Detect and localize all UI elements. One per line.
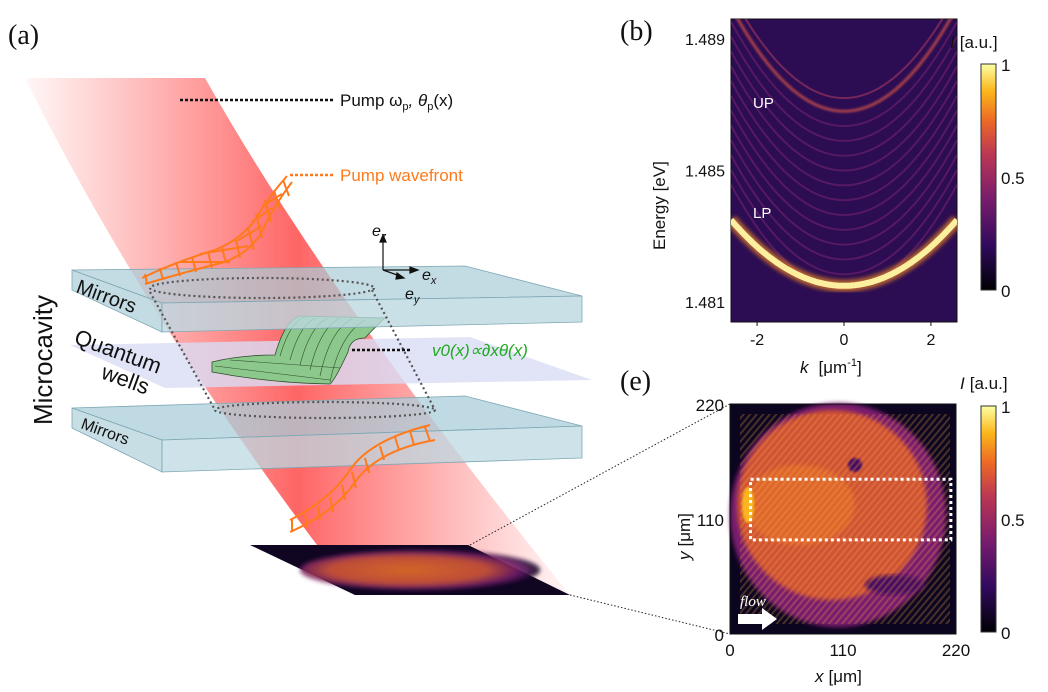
colorbar-tick-label-b: 0 — [1001, 282, 1010, 301]
faint-mode-curve — [731, 169, 957, 276]
pump-wavefront-mesh — [141, 175, 293, 285]
coordinate-axes — [379, 233, 420, 280]
faint-mode-curve — [731, 21, 957, 127]
colorbar-tick-label-b: 1 — [1001, 56, 1010, 75]
pump-spot-outline — [148, 276, 437, 420]
colorbar-label-e: I [a.u.] — [960, 374, 1008, 393]
faint-mode-curve — [731, 154, 957, 261]
x-tick-label-b: 0 — [840, 332, 849, 349]
up-annotation: UP — [753, 95, 774, 112]
colorbar-tick-label-e: 0.5 — [1001, 511, 1025, 530]
flow-arrow-icon — [738, 608, 777, 630]
lp-branch — [731, 217, 957, 289]
axis-ez-label: ez — [372, 223, 387, 243]
faint-mode-curve — [731, 95, 957, 202]
colorbar-e — [980, 405, 997, 633]
y-axis-label-e: y[μm] — [675, 513, 694, 561]
dispersion-curves — [731, 19, 957, 292]
colorbar-tick-label-e: 0 — [1001, 624, 1010, 643]
x-tick-label-e: 110 — [829, 641, 856, 660]
y-tick-label-b: 1.489 — [685, 32, 725, 49]
up-branch-secondary — [744, 19, 944, 99]
faint-mode-curve — [731, 36, 957, 142]
faint-mode-curve — [731, 50, 957, 157]
top-mirror-slab — [71, 265, 583, 333]
microcavity-label: Microcavity — [28, 295, 58, 425]
lp-annotation: LP — [753, 205, 771, 222]
y-tick-label-e: 110 — [697, 511, 724, 530]
panel-a-label: (a) — [8, 20, 39, 51]
colorbar-ticks-b: 10.50 — [1001, 56, 1025, 301]
density-axes: 0 110 220 220 110 0 — [696, 396, 971, 660]
x-axis-label-e: x [μm] — [814, 667, 862, 686]
faint-mode-curve — [731, 65, 957, 172]
dispersion-plot: -2 0 2 1.489 1.485 1.481 — [685, 18, 958, 349]
colorbar-label-b: I [a.u.] — [950, 33, 998, 52]
x-tick-label-b: 2 — [926, 332, 935, 349]
y-tick-label-b: 1.481 — [685, 295, 725, 312]
analysis-region-box — [749, 477, 953, 542]
colorbar-tick-label-b: 0.5 — [1001, 169, 1025, 188]
zoom-connector — [469, 403, 731, 635]
pump-wavefront-label: Pump wavefront — [340, 166, 463, 185]
pump-label: Pump ωp, θp(x) — [340, 91, 453, 113]
panel-b-label: (b) — [620, 16, 653, 47]
dispersion-plot-area — [730, 18, 958, 323]
faint-mode-curve — [731, 124, 957, 231]
bottom-mirror-slab — [71, 395, 583, 473]
bottom-intensity-sheet — [250, 545, 570, 595]
faint-mode-curve — [731, 110, 957, 217]
colorbar-ticks-e: 10.50 — [1001, 398, 1025, 643]
y-tick-label-e: 0 — [715, 626, 724, 645]
x-tick-label-e: 220 — [942, 641, 970, 660]
colorbar-tick-label-e: 1 — [1001, 398, 1010, 417]
axis-ex-label: ex — [422, 267, 437, 287]
y-tick-label-e: 220 — [696, 396, 724, 415]
flow-label: flow — [740, 594, 766, 610]
density-map — [730, 403, 956, 634]
x-tick-label-e: 0 — [725, 641, 734, 660]
x-axis-label-b: k [μm-1] — [800, 357, 862, 377]
lower-wavefront-mesh — [289, 424, 436, 533]
interference-fringes — [740, 414, 950, 624]
panel-e-label: (e) — [620, 366, 651, 397]
axis-ey-label: ey — [405, 286, 421, 306]
y-axis-label-b: Energy [eV] — [650, 161, 669, 250]
y-tick-label-b: 1.485 — [685, 164, 725, 181]
colorbar-b — [980, 63, 997, 291]
potential-label: v0(x)∝∂xθ(x) — [432, 341, 528, 360]
faint-mode-curve — [731, 80, 957, 187]
x-tick-label-b: -2 — [750, 332, 764, 349]
faint-mode-curve — [731, 139, 957, 246]
up-branch — [736, 19, 952, 113]
